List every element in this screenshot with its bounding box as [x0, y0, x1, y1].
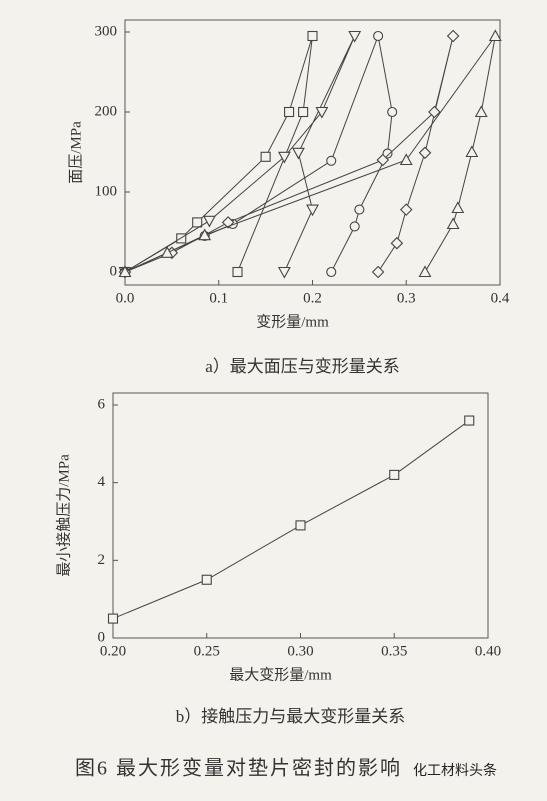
marker — [295, 520, 306, 531]
marker — [307, 30, 318, 42]
marker — [349, 221, 360, 232]
marker — [326, 266, 337, 278]
x-tick-label: 0.30 — [287, 643, 313, 659]
x-tick-label: 0.25 — [194, 643, 220, 659]
x-tick-label: 0.4 — [491, 290, 510, 306]
marker — [202, 215, 216, 228]
marker — [399, 203, 413, 216]
x-tick-label: 0.20 — [100, 643, 126, 659]
x-tick-label: 0.35 — [381, 643, 407, 659]
marker — [474, 105, 488, 118]
x-tick-label: 0.0 — [116, 290, 135, 306]
marker — [118, 265, 132, 278]
series-line — [124, 35, 496, 273]
marker — [160, 246, 174, 258]
x-tick-label: 0.2 — [303, 290, 322, 306]
marker — [284, 106, 295, 118]
marker — [201, 574, 212, 585]
marker — [306, 204, 319, 217]
y-tick-label: 100 — [95, 183, 118, 199]
marker — [418, 146, 432, 160]
marker — [326, 155, 337, 166]
marker — [446, 217, 460, 230]
series-line — [124, 35, 356, 273]
y-tick-label: 0 — [110, 263, 118, 279]
marker — [428, 105, 441, 119]
chart-caption: a）最大面压与变形量关系 — [205, 357, 400, 376]
marker — [390, 236, 404, 250]
marker — [464, 415, 475, 426]
marker — [354, 204, 365, 215]
marker — [232, 266, 243, 278]
marker — [277, 266, 291, 279]
y-tick-label: 200 — [95, 103, 118, 119]
marker — [315, 106, 329, 119]
x-axis-label: 变形量/mm — [256, 313, 329, 330]
marker — [376, 153, 390, 167]
x-tick-label: 0.3 — [397, 290, 416, 306]
chart-caption: b）接触压力与最大变形量关系 — [176, 707, 406, 726]
series-line — [112, 420, 470, 620]
y-axis-label: 面压/MPa — [67, 121, 84, 184]
marker — [198, 228, 212, 241]
marker — [446, 29, 460, 43]
y-tick-label: 4 — [98, 474, 106, 490]
y-tick-label: 6 — [98, 396, 106, 412]
watermark: 化工材料头条 — [413, 762, 497, 779]
marker — [387, 106, 398, 118]
x-tick-label: 0.40 — [475, 643, 501, 659]
marker — [107, 613, 119, 624]
y-axis-label: 最小接触压力/MPa — [55, 454, 72, 577]
marker — [465, 145, 479, 158]
y-tick-label: 0 — [98, 629, 106, 645]
marker — [418, 265, 432, 278]
marker — [451, 201, 465, 214]
x-tick-label: 0.1 — [209, 290, 228, 306]
marker — [298, 106, 309, 118]
y-tick-label: 2 — [98, 552, 106, 568]
marker — [373, 30, 384, 42]
marker — [292, 147, 305, 160]
y-tick-label: 300 — [95, 23, 118, 39]
plot-frame — [124, 19, 501, 286]
marker — [260, 151, 271, 162]
marker — [488, 29, 502, 42]
marker — [192, 217, 203, 228]
marker — [389, 469, 400, 480]
marker — [382, 148, 393, 159]
marker — [371, 265, 385, 279]
marker — [348, 30, 362, 43]
x-axis-label: 最大变形量/mm — [229, 666, 332, 683]
figure-caption: 图6 最大形变量对垫片密封的影响 — [75, 757, 402, 780]
marker — [277, 151, 291, 164]
plot-frame — [112, 392, 489, 639]
series-line — [124, 34, 393, 273]
marker — [399, 153, 413, 166]
